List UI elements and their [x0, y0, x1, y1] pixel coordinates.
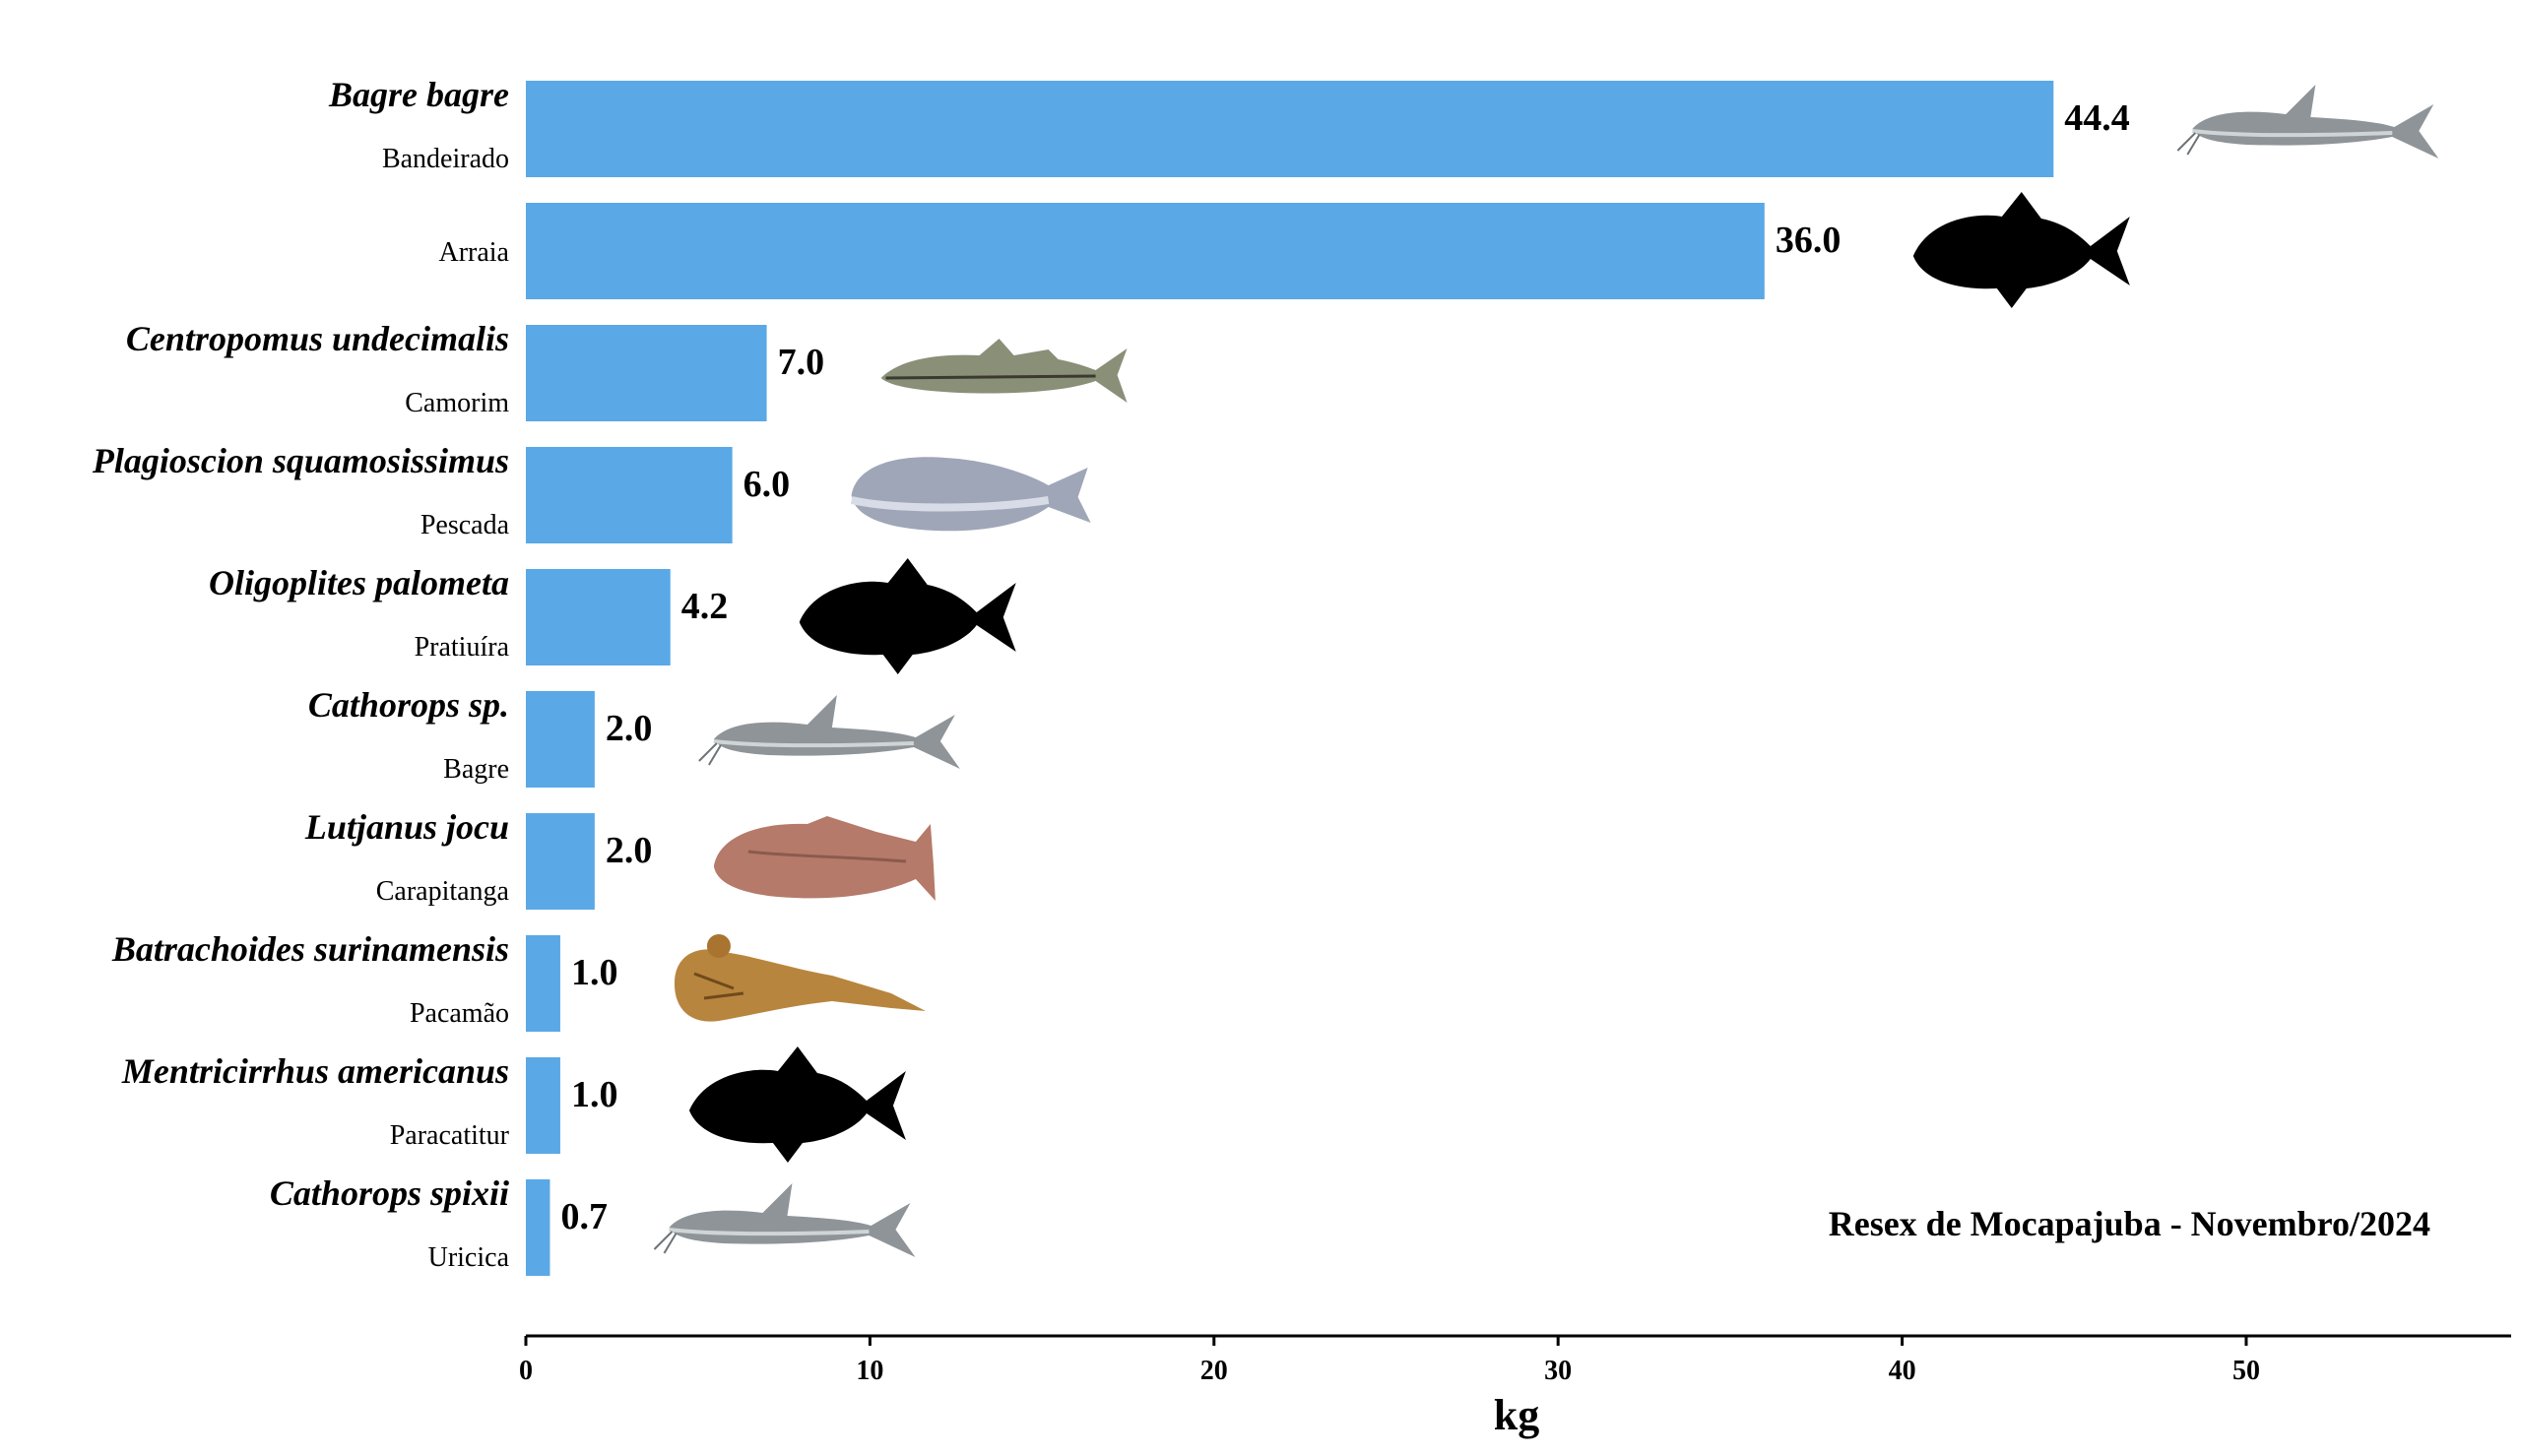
x-axis-label: kg	[1494, 1391, 1539, 1439]
bar	[526, 81, 2054, 177]
croaker-photo-icon	[850, 457, 1091, 532]
x-ticks: 0 10 20 30 40 50	[519, 1336, 2260, 1386]
species-scientific-name: Bagre bagre	[328, 75, 509, 114]
species-common-name: Pacamão	[410, 998, 509, 1029]
snapper-photo-icon	[713, 816, 936, 901]
toadfish-photo-icon	[674, 934, 926, 1022]
species-common-name: Pescada	[420, 510, 510, 540]
data-label: 0.7	[560, 1196, 608, 1237]
species-common-name: Arraia	[438, 237, 509, 268]
x-axis: 0 10 20 30 40 50	[519, 1334, 2511, 1386]
x-tick-label: 0	[519, 1356, 533, 1386]
bar	[526, 1179, 550, 1276]
data-label: 1.0	[571, 952, 618, 993]
data-label: 44.4	[2064, 97, 2130, 139]
species-common-name: Uricica	[428, 1242, 510, 1273]
fish-silhouette-icon	[688, 1046, 906, 1163]
species-common-name: Paracatitur	[390, 1120, 510, 1151]
species-common-name: Bandeirado	[382, 144, 509, 174]
bar	[526, 691, 595, 788]
bar	[526, 1057, 560, 1154]
fish-silhouette-icon	[799, 558, 1016, 674]
data-label: 6.0	[743, 464, 791, 505]
x-tick-label: 10	[856, 1356, 883, 1386]
species-scientific-name: Batrachoides surinamensis	[111, 929, 509, 969]
value-labels: 44.4 36.0 7.0 6.0 4.2 2.0 2.0 1.0 1.0 0.7	[560, 97, 2129, 1237]
bar	[526, 203, 1765, 299]
snook-photo-icon	[880, 339, 1128, 403]
bar	[526, 447, 733, 543]
catfish-photo-icon	[653, 1183, 916, 1257]
data-label: 1.0	[571, 1074, 618, 1115]
x-tick-label: 40	[1889, 1356, 1916, 1386]
species-common-name: Bagre	[443, 754, 509, 785]
species-common-name: Pratiuíra	[415, 632, 510, 663]
species-scientific-name: Cathorops sp.	[308, 685, 509, 725]
data-label: 4.2	[681, 586, 729, 627]
bar	[526, 325, 767, 421]
bars-group	[526, 81, 2054, 1276]
category-labels: Bagre bagre Bandeirado Arraia Centropomus u…	[92, 75, 510, 1273]
bar	[526, 813, 595, 910]
data-label: 36.0	[1776, 220, 1842, 261]
data-label: 2.0	[606, 830, 653, 871]
catfish-photo-icon	[2176, 85, 2439, 158]
x-tick-label: 20	[1200, 1356, 1228, 1386]
catfish-photo-icon	[698, 695, 960, 769]
species-scientific-name: Plagioscion squamosissimus	[92, 441, 509, 480]
species-scientific-name: Mentricirrhus americanus	[121, 1051, 509, 1091]
species-common-name: Camorim	[405, 388, 509, 418]
fish-silhouette-icon	[1912, 192, 2130, 308]
species-scientific-name: Centropomus undecimalis	[126, 319, 509, 358]
x-tick-label: 50	[2232, 1356, 2260, 1386]
bar	[526, 569, 671, 665]
species-common-name: Carapitanga	[376, 876, 510, 907]
species-scientific-name: Lutjanus jocu	[304, 807, 509, 847]
fish-icons	[653, 85, 2439, 1257]
chart-annotation: Resex de Mocapajuba - Novembro/2024	[1829, 1204, 2430, 1243]
x-tick-label: 30	[1544, 1356, 1572, 1386]
bar	[526, 935, 560, 1032]
species-scientific-name: Cathorops spixii	[270, 1173, 509, 1213]
data-label: 2.0	[606, 708, 653, 749]
species-scientific-name: Oligoplites palometa	[209, 563, 509, 602]
data-label: 7.0	[778, 342, 825, 383]
